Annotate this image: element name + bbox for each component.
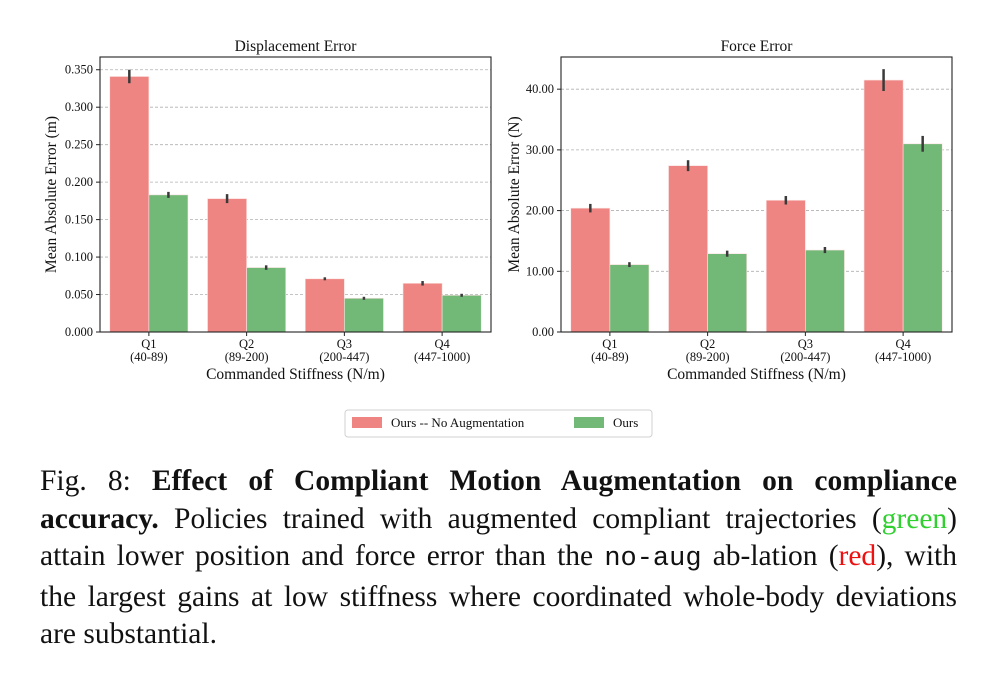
x-tick-label: Q3: [798, 337, 813, 351]
y-tick-label: 0.300: [65, 100, 93, 114]
x-tick-range-label: (89-200): [225, 350, 269, 364]
x-tick-range-label: (447-1000): [875, 350, 931, 364]
caption-text: ab-lation (: [712, 540, 839, 573]
caption-text: Policies trained with augmented complian…: [174, 502, 882, 535]
legend-swatch: [352, 417, 382, 428]
y-tick-label: 0.250: [65, 138, 93, 152]
chart-2: 0.00 10.00 20.00 30.00 40.00 Q1(40-89) Q2(89-2…: [506, 38, 953, 383]
bar-ours-Q2: [246, 267, 287, 333]
caption-text: ), with the largest gains at low stiffne…: [40, 540, 957, 651]
bar-ours-Q3: [805, 249, 845, 333]
figure: 0.000 0.050 0.100 0.150 0.200 0.250 0.300 0.350…: [43, 38, 953, 438]
y-tick-label: 0.150: [65, 213, 93, 227]
axes-frame: [99, 56, 492, 333]
x-tick-range-label: (40-89): [130, 350, 168, 364]
chart-title: Force Error: [721, 38, 794, 55]
x-tick-label: Q2: [700, 337, 715, 351]
legend: Ours -- No Augmentation Ours: [344, 409, 653, 438]
x-tick-range-label: (89-200): [686, 350, 730, 364]
chart-1: 0.000 0.050 0.100 0.150 0.200 0.250 0.300 0.350…: [43, 38, 492, 383]
bar-no-aug-Q1: [570, 207, 611, 333]
x-axis-label: Commanded Stiffness (N/m): [667, 366, 846, 383]
caption-label: Fig. 8:: [40, 465, 131, 497]
y-tick-label: 40.00: [526, 82, 554, 96]
bar-ours-Q2: [707, 253, 748, 333]
bar-no-aug-Q2: [207, 198, 247, 333]
figure-caption: Fig. 8: Effect of Compliant Motion Augme…: [40, 463, 957, 654]
x-tick-range-label: (447-1000): [414, 350, 470, 364]
caption-green-word: green: [881, 502, 948, 535]
caption-bold-title: Effect of Compliant Motion Augmentation …: [40, 465, 957, 535]
x-tick-label: Q1: [602, 337, 617, 351]
y-tick-label: 0.100: [65, 250, 93, 264]
x-tick-label: Q3: [337, 337, 352, 351]
y-tick-label: 10.00: [526, 264, 554, 278]
y-tick-label: 0.200: [65, 175, 93, 189]
axes-frame: [560, 56, 953, 333]
x-tick-label: Q1: [141, 337, 156, 351]
y-tick-label: 20.00: [526, 204, 554, 218]
x-tick-label: Q2: [239, 337, 254, 351]
chart-title: Displacement Error: [235, 38, 358, 55]
x-tick-label: Q4: [434, 337, 450, 351]
caption-code: no-aug: [604, 544, 702, 575]
x-axis-label: Commanded Stiffness (N/m): [206, 366, 385, 383]
y-tick-label: 0.000: [65, 325, 93, 339]
bar-ours-Q4: [902, 143, 943, 333]
bar-no-aug-Q3: [765, 199, 806, 333]
y-tick-label: 0.00: [532, 325, 554, 339]
legend-label: Ours -- No Augmentation: [391, 415, 525, 430]
caption-red-word: red: [838, 540, 877, 573]
y-axis-label: Mean Absolute Error (m): [43, 116, 60, 273]
bar-no-aug-Q2: [668, 165, 708, 333]
bar-ours-Q4: [441, 294, 482, 333]
y-tick-label: 0.050: [65, 288, 93, 302]
y-tick-label: 30.00: [526, 143, 554, 157]
bar-ours-Q1: [148, 194, 189, 333]
x-tick-range-label: (200-447): [319, 350, 369, 364]
x-tick-label: Q4: [895, 337, 911, 351]
bar-no-aug-Q1: [109, 76, 150, 333]
bar-no-aug-Q4: [863, 79, 904, 333]
x-tick-range-label: (40-89): [591, 350, 629, 364]
legend-swatch: [574, 417, 604, 428]
legend-label: Ours: [613, 415, 638, 430]
x-tick-range-label: (200-447): [780, 350, 830, 364]
y-axis-label: Mean Absolute Error (N): [506, 116, 523, 272]
bar-no-aug-Q4: [402, 282, 443, 333]
bar-ours-Q1: [609, 264, 650, 333]
legend-box: [344, 409, 653, 438]
bar-no-aug-Q3: [304, 278, 345, 333]
y-tick-label: 0.350: [65, 63, 93, 77]
bar-ours-Q3: [344, 297, 384, 333]
caption-text: ) attain lower position and force error …: [40, 502, 957, 573]
